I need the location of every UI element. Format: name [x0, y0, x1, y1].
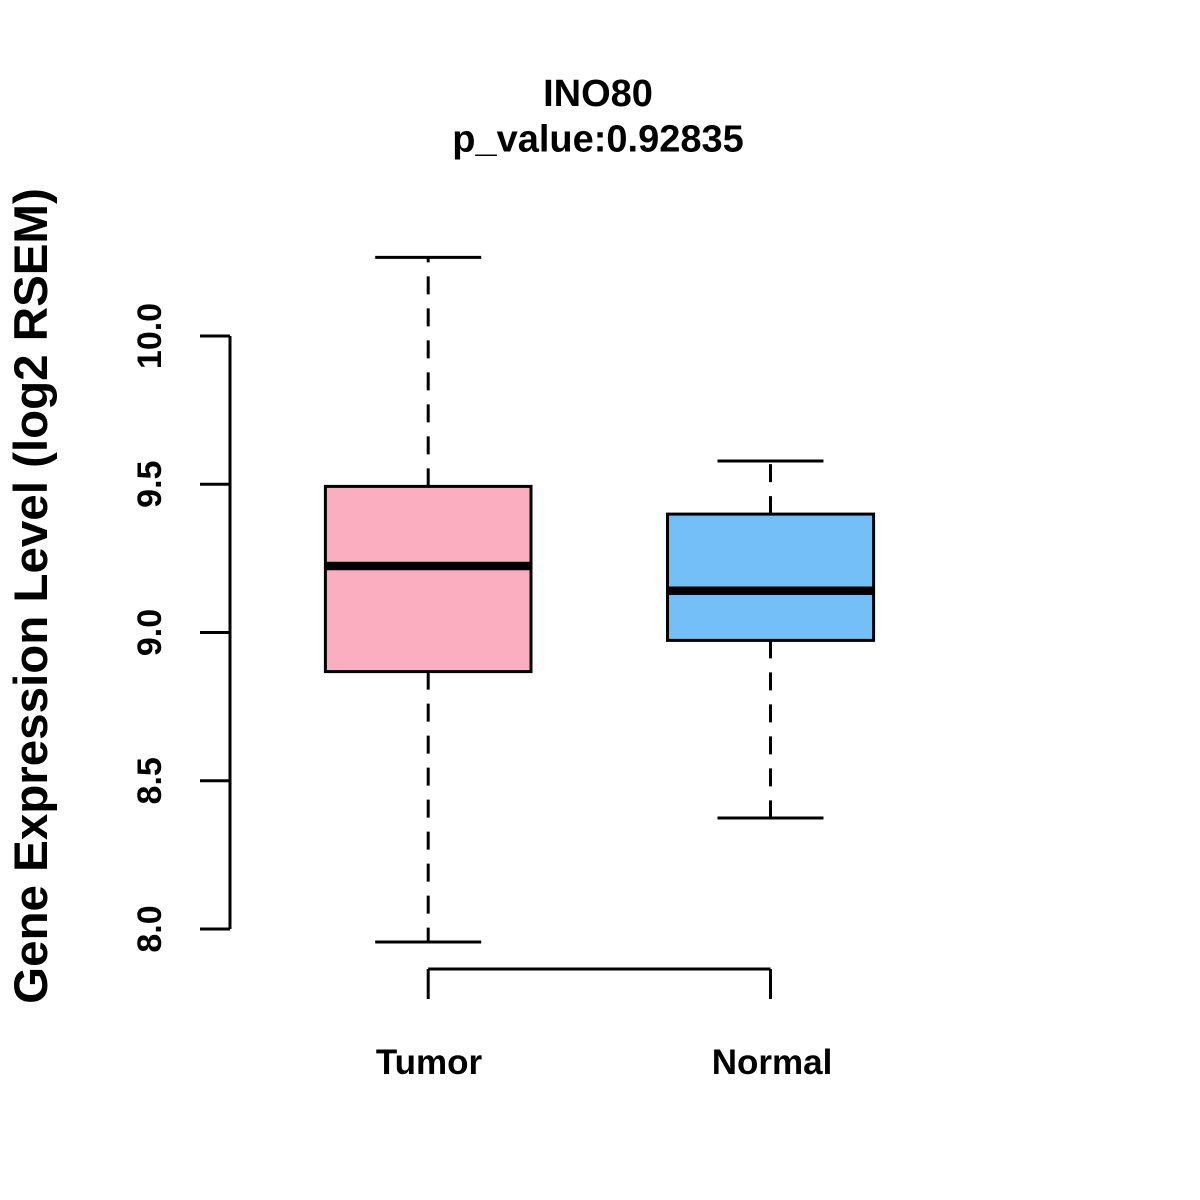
svg-text:Gene Expression Level (log2 RS: Gene Expression Level (log2 RSEM): [5, 188, 58, 1004]
svg-text:8.5: 8.5: [131, 757, 169, 804]
svg-text:Normal: Normal: [712, 1043, 833, 1082]
svg-text:Tumor: Tumor: [376, 1043, 483, 1082]
svg-text:9.0: 9.0: [131, 609, 169, 656]
svg-text:INO80: INO80: [543, 73, 653, 115]
svg-text:9.5: 9.5: [131, 461, 169, 508]
svg-text:p_value:0.92835: p_value:0.92835: [452, 119, 744, 161]
svg-text:8.0: 8.0: [131, 905, 169, 952]
svg-text:10.0: 10.0: [131, 303, 169, 369]
